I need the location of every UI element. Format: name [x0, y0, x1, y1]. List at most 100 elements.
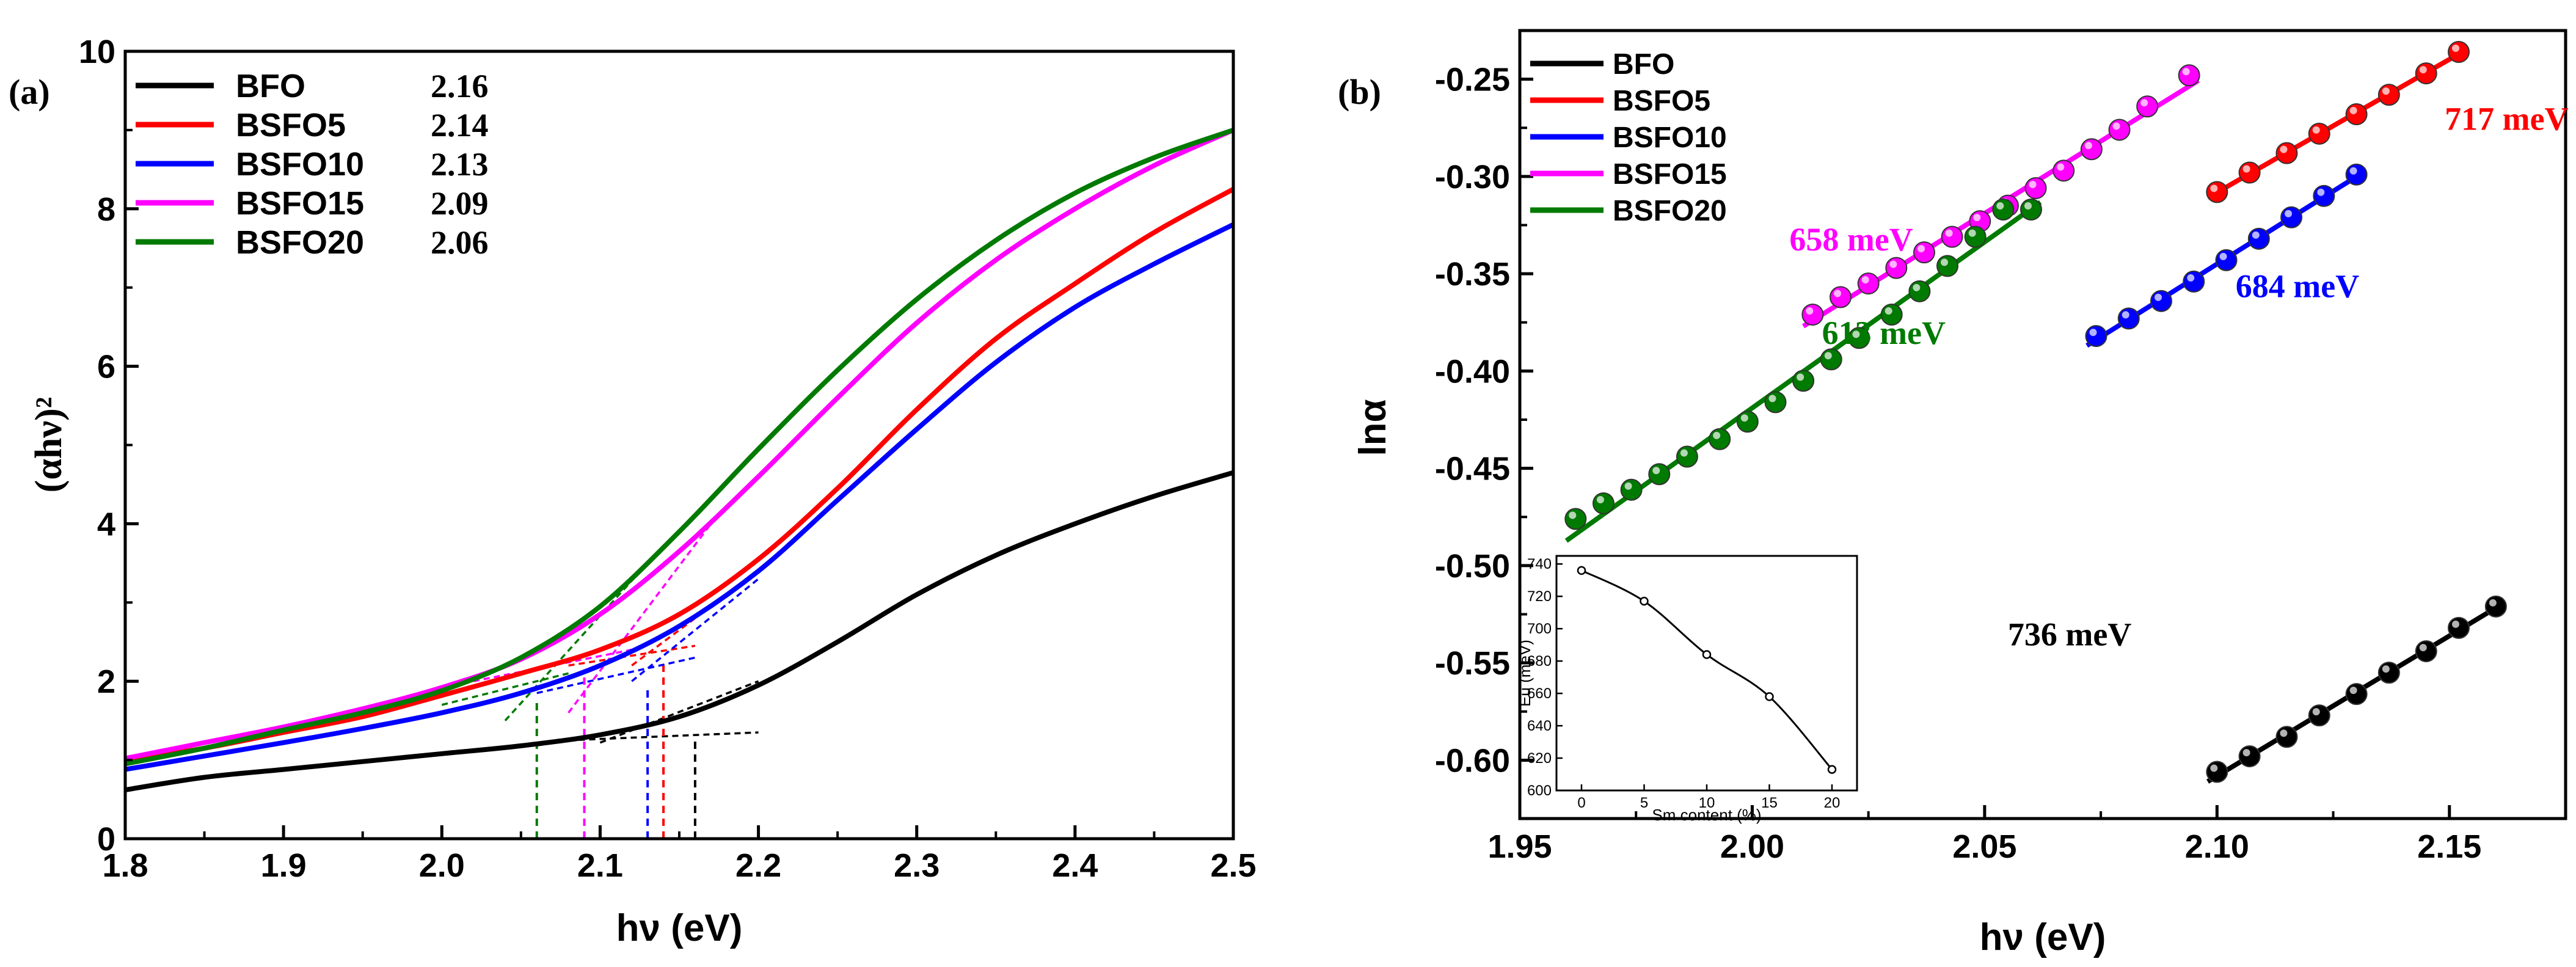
legend-label-bsfo10: BSFO10: [236, 146, 364, 183]
bsfo15-point: [2052, 159, 2075, 182]
bsfo5-point-highlight: [2451, 45, 2459, 53]
bsfo10-point-highlight: [2285, 210, 2293, 217]
legend-label-bsfo20: BSFO20: [1613, 195, 1727, 227]
panel-a-legend: BFO 2.16 BSFO5 2.14 BSFO10 2.13 BSFO15 2.09 BSFO…: [136, 68, 489, 261]
bsfo15-point: [2024, 177, 2047, 199]
bfo-baseline-line: [568, 731, 759, 742]
panel-a-x-axis-label: hν (eV): [616, 907, 743, 949]
bsfo20-point-highlight: [1713, 431, 1721, 439]
legend-label-bsfo15: BSFO15: [236, 185, 364, 222]
legend-label-bsfo5: BSFO5: [1613, 85, 1710, 117]
bsfo10-baseline-line: [536, 656, 696, 695]
bsfo20-point: [1992, 199, 2015, 221]
inset-y-tick-label: 640: [1527, 718, 1552, 734]
bsfo5-point-highlight: [2280, 145, 2288, 153]
bsfo20-point-highlight: [1852, 330, 1860, 338]
x-tick-label: 1.95: [1487, 828, 1552, 865]
urbach-label-bsfo5: 717 meV: [2445, 100, 2568, 137]
bsfo20-point-highlight: [1797, 373, 1804, 381]
inset-point: [1702, 650, 1712, 659]
bsfo20-point: [1964, 225, 1987, 248]
panel-b-legend: BFO BSFO5 BSFO10 BSFO15 BSFO20: [1530, 48, 1727, 227]
panel-a-y-ticks: 0 2 4 6 8 10: [79, 34, 139, 858]
y-tick-label: 10: [79, 34, 115, 70]
bfo-point-highlight: [2280, 729, 2288, 737]
urbach-label-bsfo10: 684 meV: [2236, 268, 2359, 304]
x-tick-label: 1.8: [102, 847, 148, 884]
legend-label-bsfo10: BSFO10: [1613, 122, 1727, 154]
bsfo10-point: [2117, 307, 2140, 330]
x-tick-label: 2.5: [1210, 847, 1256, 884]
bsfo5-point-highlight: [2382, 87, 2390, 95]
bsfo5-baseline-line: [568, 644, 696, 667]
bsfo15-point: [1801, 304, 1824, 326]
panel-b-y-ticks: -0.60 -0.55 -0.50 -0.45 -0.40 -0.35 -0.30 -0.25: [1435, 62, 1533, 779]
inset-y-tick-label: 740: [1527, 556, 1552, 572]
y-tick-label: -0.60: [1435, 742, 1510, 779]
bsfo5-point: [2308, 122, 2330, 145]
bfo-point: [2345, 683, 2368, 706]
bsfo5-point-highlight: [2349, 106, 2357, 114]
inset-x-ticks: 0 5 10 15 20: [1577, 784, 1840, 811]
inset-y-tick-label: 660: [1527, 685, 1552, 702]
bsfo10-point: [2085, 325, 2107, 348]
inset-y-ticks: 600 620 640 660 680 700 720 740: [1527, 556, 1563, 799]
bsfo10-point-highlight: [2349, 167, 2357, 175]
bfo-point: [2206, 761, 2228, 783]
bsfo10-point: [2215, 249, 2238, 271]
inset-point: [1577, 566, 1586, 575]
bfo-point: [2484, 595, 2507, 618]
bsfo20-point-highlight: [1740, 414, 1748, 422]
bsfo5-point-highlight: [2242, 165, 2250, 173]
x-tick-label: 2.05: [1952, 828, 2016, 865]
inset-point: [1640, 596, 1649, 606]
bsfo15-point: [1913, 241, 1935, 264]
inset-curve: [1577, 566, 1837, 774]
inset-y-tick-label: 600: [1527, 783, 1552, 799]
panel-b-x-axis-label: hν (eV): [1980, 916, 2106, 958]
bsfo20-point: [1908, 280, 1931, 302]
legend-label-bsfo20: BSFO20: [236, 224, 364, 261]
bsfo5-point: [2345, 103, 2368, 125]
bfo-point-highlight: [2349, 687, 2357, 695]
inset-x-axis-label: Sm content (%): [1652, 806, 1761, 824]
bfo-point-highlight: [2382, 665, 2390, 673]
bsfo15-point: [2178, 64, 2200, 87]
panel-b-points: [1564, 41, 2507, 783]
legend-label-bsfo15: BSFO15: [1613, 158, 1727, 191]
y-tick-label: 2: [97, 663, 115, 700]
inset-y-axis-label: Eu (meV): [1516, 640, 1534, 707]
bsfo20-point: [1792, 370, 1815, 392]
bfo-point: [2447, 616, 2470, 639]
bsfo20-point: [1820, 348, 1842, 371]
urbach-label-bsfo20: 613 meV: [1822, 315, 1946, 351]
bsfo15-point-highlight: [2112, 122, 2120, 130]
bfo-point-highlight: [2489, 599, 2497, 607]
bsfo15-point: [1857, 272, 1880, 295]
bsfo20-point-highlight: [1624, 482, 1632, 490]
bsfo15-point: [2136, 95, 2159, 118]
bfo-point-highlight: [2242, 749, 2250, 757]
bsfo20-point: [1564, 508, 1587, 530]
bfo-point-highlight: [2312, 708, 2320, 716]
panel-b-y-axis-label: lnα: [1352, 399, 1394, 456]
bsfo20-point: [1709, 428, 1731, 450]
bfo-point-highlight: [2210, 764, 2218, 772]
bsfo20-point-highlight: [1996, 202, 2004, 210]
bsfo15-point-highlight: [2140, 99, 2148, 107]
bsfo5-curve: [125, 187, 1235, 763]
panel-b-label: (b): [1338, 72, 1381, 112]
bsfo15-point: [2080, 138, 2103, 161]
x-tick-label: 2.00: [1720, 828, 1784, 865]
bfo-point: [2275, 726, 2298, 748]
inset-x-tick-label: 0: [1577, 795, 1585, 811]
bsfo10-point-highlight: [2155, 293, 2162, 301]
bsfo20-point-highlight: [1913, 283, 1921, 291]
bfo-point: [2238, 745, 2261, 768]
bsfo10-point: [2280, 206, 2303, 228]
inset-chart: 0 5 10 15 20 600 620 640 660 680 700 720 740 Sm con…: [1516, 555, 1858, 824]
bsfo15-point: [2108, 119, 2131, 141]
bsfo15-point: [1830, 286, 1852, 308]
bsfo5-point: [2447, 41, 2470, 64]
